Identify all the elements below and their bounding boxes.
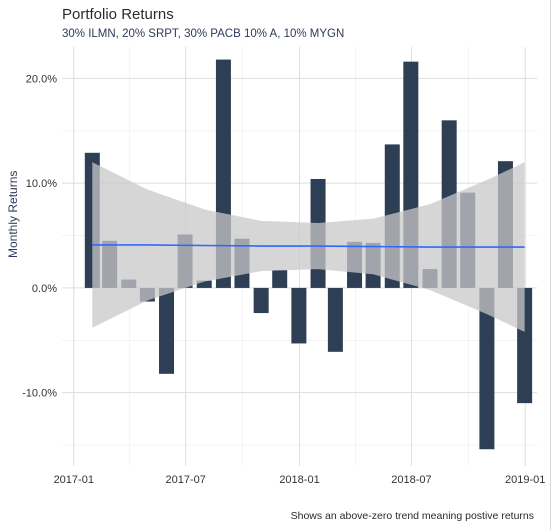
confidence-band <box>92 162 525 332</box>
bar <box>196 280 212 288</box>
chart-title: Portfolio Returns <box>62 6 174 23</box>
trend-line <box>92 244 525 248</box>
y-tick-label: -10.0% <box>22 388 57 400</box>
y-tick-label: 0.0% <box>32 283 57 295</box>
y-tick-label: 20.0% <box>26 73 57 85</box>
bar <box>159 287 175 374</box>
chart-subtitle: 30% ILMN, 20% SRPT, 30% PACB 10% A, 10% … <box>62 28 345 40</box>
bar <box>479 287 495 450</box>
bar <box>253 287 269 314</box>
x-tick-label: 2018-07 <box>391 474 431 486</box>
x-tick-label: 2017-07 <box>166 474 206 486</box>
x-tick-label: 2017-01 <box>54 474 94 486</box>
x-tick-label: 2019-01 <box>505 474 545 486</box>
bar <box>291 287 307 344</box>
chart-caption: Shows an above-zero trend meaning postiv… <box>290 510 534 522</box>
x-tick-label: 2018-01 <box>279 474 319 486</box>
bar <box>272 270 288 288</box>
y-tick-label: 10.0% <box>26 178 57 190</box>
bar <box>327 287 343 352</box>
